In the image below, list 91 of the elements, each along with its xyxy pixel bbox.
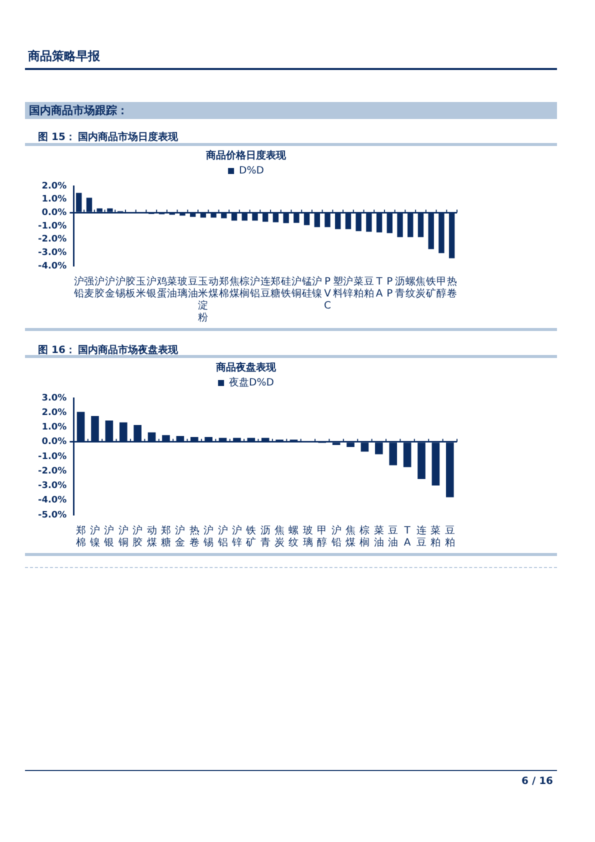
y-tick-label: -5.0% bbox=[38, 510, 67, 520]
x-tick-label: 沪锌 bbox=[342, 276, 354, 300]
y-tick-label: -2.0% bbox=[38, 466, 67, 476]
x-tick-label: 郑糖 bbox=[270, 276, 281, 300]
x-tick-label: 动煤 bbox=[208, 276, 219, 300]
x-tick-label: 甲醇 bbox=[436, 276, 446, 300]
x-tick-label: 沪胶 bbox=[132, 524, 143, 549]
x-tick-label: 焦炭 bbox=[274, 524, 285, 549]
x-tick-label: 铁矿 bbox=[425, 276, 436, 300]
x-tick-label: 郑棉 bbox=[76, 524, 86, 549]
x-tick-label: 沪铜 bbox=[117, 524, 128, 549]
x-tick-label: 沪胶 bbox=[94, 276, 105, 300]
x-tick-label: 沪金 bbox=[175, 524, 186, 549]
text: 6 / 16 bbox=[522, 776, 553, 787]
x-tick-label: 棕榈 bbox=[360, 524, 370, 549]
x-tick-label: 菜油 bbox=[167, 276, 178, 300]
x-tick-label: 塑料 bbox=[332, 276, 343, 300]
text: 国内商品市场跟踪： bbox=[25, 102, 557, 119]
y-tick-label: -3.0% bbox=[38, 481, 67, 492]
x-tick-label: 鸡蛋 bbox=[156, 276, 167, 300]
legend-label: D%D bbox=[239, 166, 264, 177]
x-tick-label: 玉米淀粉 bbox=[198, 276, 208, 324]
chart-title: 商品夜盘表现 bbox=[215, 362, 277, 374]
x-tick-label: 焦煤 bbox=[346, 524, 356, 549]
x-tick-label: 焦炭 bbox=[416, 276, 426, 300]
x-tick-label: 连豆 bbox=[260, 276, 270, 300]
caption: 图 15： bbox=[38, 131, 76, 144]
y-tick-label: 3.0% bbox=[42, 393, 67, 404]
text: 商品策略早报 bbox=[28, 48, 100, 65]
x-tick-label: 锰硅 bbox=[300, 276, 312, 300]
x-tick-label: 沪锌 bbox=[230, 524, 242, 549]
y-tick-label: -1.0% bbox=[38, 221, 67, 232]
x-tick-label: 焦煤 bbox=[229, 276, 240, 300]
x-tick-label: PVC bbox=[324, 276, 332, 312]
x-tick-label: 沪铅 bbox=[330, 524, 342, 549]
y-tick-label: 2.0% bbox=[42, 181, 67, 192]
y-tick-label: 0.0% bbox=[42, 437, 67, 448]
x-tick-label: TA bbox=[375, 276, 384, 300]
y-tick-label: -4.0% bbox=[38, 261, 67, 272]
x-tick-label: 棕榈 bbox=[240, 276, 250, 300]
x-tick-label: 螺纹 bbox=[405, 276, 416, 300]
x-tick-label: 沪铝 bbox=[248, 276, 260, 300]
caption: 图 16： bbox=[38, 344, 76, 357]
x-tick-label: 沪锡 bbox=[114, 276, 126, 300]
legend-label: 夜盘D%D bbox=[229, 376, 274, 389]
x-tick-label: 郑糖 bbox=[160, 524, 171, 549]
x-tick-label: 沪铅 bbox=[72, 276, 84, 300]
x-tick-label: 豆油 bbox=[388, 526, 398, 549]
y-tick-label: -3.0% bbox=[38, 248, 67, 258]
x-tick-label: 沪镍 bbox=[88, 524, 100, 549]
x-tick-label: 豆粕 bbox=[444, 526, 455, 549]
x-tick-label: 沥青 bbox=[395, 276, 406, 300]
x-tick-label: PP bbox=[386, 276, 393, 300]
x-tick-label: 连豆 bbox=[416, 524, 427, 549]
x-tick-label: 沪铜 bbox=[290, 276, 302, 300]
x-tick-label: 胶板 bbox=[124, 276, 136, 300]
x-tick-label: TA bbox=[403, 526, 412, 549]
x-tick-label: 铁矿 bbox=[245, 524, 256, 549]
y-tick-label: 2.0% bbox=[42, 408, 67, 418]
x-tick-label: 玉米 bbox=[136, 276, 146, 300]
x-tick-label: 玻璃 bbox=[302, 524, 313, 549]
x-tick-label: 玻璃 bbox=[177, 276, 188, 300]
x-tick-label: 郑棉 bbox=[218, 276, 229, 300]
x-tick-label: 热卷 bbox=[189, 526, 200, 549]
y-tick-label: 1.0% bbox=[42, 194, 67, 205]
x-tick-label: 沪金 bbox=[104, 276, 115, 300]
x-tick-label: 螺纹 bbox=[288, 524, 299, 549]
x-tick-label: 菜油 bbox=[374, 524, 384, 549]
x-tick-label: 豆粕 bbox=[364, 276, 374, 300]
chart-title: 商品价格日度表现 bbox=[205, 150, 287, 162]
x-tick-label: 强麦 bbox=[84, 276, 94, 300]
y-tick-label: 0.0% bbox=[42, 208, 67, 218]
x-tick-label: 沪银 bbox=[145, 276, 156, 300]
x-tick-label: 动煤 bbox=[146, 526, 157, 549]
text: 国内商品市场日度表现 bbox=[78, 130, 178, 144]
x-tick-label: 热卷 bbox=[446, 276, 457, 300]
x-tick-label: 菜粕 bbox=[354, 276, 364, 300]
x-tick-label: 硅铁 bbox=[280, 276, 292, 300]
y-tick-label: 1.0% bbox=[42, 422, 67, 433]
x-tick-label: 豆油 bbox=[188, 276, 198, 300]
x-tick-label: 沪镍 bbox=[311, 276, 322, 300]
y-tick-label: -1.0% bbox=[38, 452, 67, 462]
x-tick-label: 沥青 bbox=[260, 524, 270, 549]
x-tick-label: 甲醇 bbox=[317, 526, 328, 549]
y-tick-label: -2.0% bbox=[38, 234, 67, 245]
y-tick-label: -4.0% bbox=[38, 496, 67, 506]
x-tick-label: 沪银 bbox=[103, 524, 114, 549]
x-tick-label: 沪铝 bbox=[216, 524, 228, 549]
text: 国内商品市场夜盘表现 bbox=[78, 343, 178, 357]
x-tick-label: 菜粕 bbox=[430, 524, 441, 549]
x-tick-label: 沪锡 bbox=[202, 524, 214, 549]
